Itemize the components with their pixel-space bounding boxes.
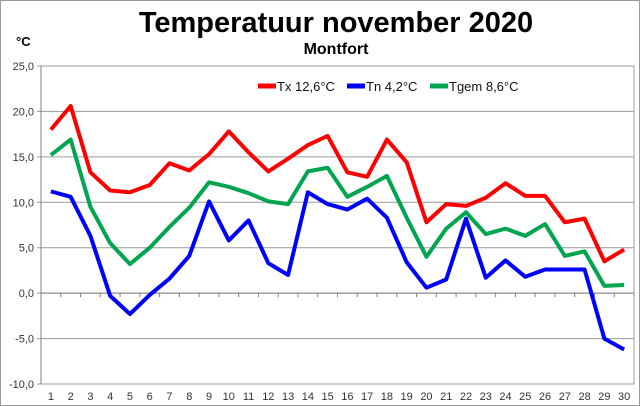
x-tick-label: 28 bbox=[578, 391, 590, 403]
x-tick-label: 13 bbox=[282, 391, 294, 403]
x-tick-label: 25 bbox=[519, 391, 531, 403]
y-tick-label: 5,0 bbox=[19, 243, 34, 255]
x-tick-label: 16 bbox=[341, 391, 353, 403]
x-tick-label: 14 bbox=[302, 391, 314, 403]
y-tick-label: 10,0 bbox=[13, 197, 34, 209]
y-tick-label: -10,0 bbox=[9, 379, 34, 391]
y-tick-label: 25,0 bbox=[13, 61, 34, 73]
x-tick-label: 20 bbox=[420, 391, 432, 403]
y-tick-label: 15,0 bbox=[13, 152, 34, 164]
legend-label: Tn 4,2°C bbox=[366, 79, 417, 94]
x-tick-label: 6 bbox=[147, 391, 153, 403]
x-tick-label: 21 bbox=[440, 391, 452, 403]
y-tick-label: -5,0 bbox=[15, 334, 34, 346]
x-tick-label: 12 bbox=[262, 391, 274, 403]
x-tick-label: 4 bbox=[107, 391, 113, 403]
x-tick-label: 15 bbox=[321, 391, 333, 403]
x-tick-label: 22 bbox=[460, 391, 472, 403]
x-tick-label: 19 bbox=[401, 391, 413, 403]
x-tick-label: 29 bbox=[598, 391, 610, 403]
x-tick-label: 2 bbox=[68, 391, 74, 403]
chart-title: Temperatuur november 2020 bbox=[139, 7, 533, 39]
y-tick-label: 20,0 bbox=[13, 106, 34, 118]
x-tick-label: 7 bbox=[166, 391, 172, 403]
x-tick-label: 10 bbox=[223, 391, 235, 403]
x-tick-label: 24 bbox=[499, 391, 511, 403]
x-tick-label: 11 bbox=[243, 391, 254, 403]
x-tick-label: 17 bbox=[361, 391, 373, 403]
legend-label: Tx 12,6°C bbox=[277, 79, 335, 94]
y-axis-label: °C bbox=[16, 34, 31, 49]
x-tick-label: 8 bbox=[186, 391, 192, 403]
legend-label: Tgem 8,6°C bbox=[449, 79, 519, 94]
x-tick-label: 3 bbox=[87, 391, 93, 403]
series-line-tx bbox=[49, 103, 626, 264]
x-tick-label: 27 bbox=[559, 391, 571, 403]
x-tick-label: 5 bbox=[127, 391, 133, 403]
series-line-tn bbox=[50, 189, 626, 352]
series-line-tgem bbox=[49, 137, 625, 288]
x-tick-label: 1 bbox=[48, 391, 54, 403]
y-tick-label: 0,0 bbox=[19, 288, 34, 300]
x-tick-label: 23 bbox=[480, 391, 492, 403]
chart-subtitle: Montfort bbox=[304, 41, 370, 58]
x-tick-label: 26 bbox=[539, 391, 551, 403]
x-tick-label: 30 bbox=[618, 391, 630, 403]
x-tick-label: 18 bbox=[381, 391, 393, 403]
x-tick-label: 9 bbox=[206, 391, 212, 403]
